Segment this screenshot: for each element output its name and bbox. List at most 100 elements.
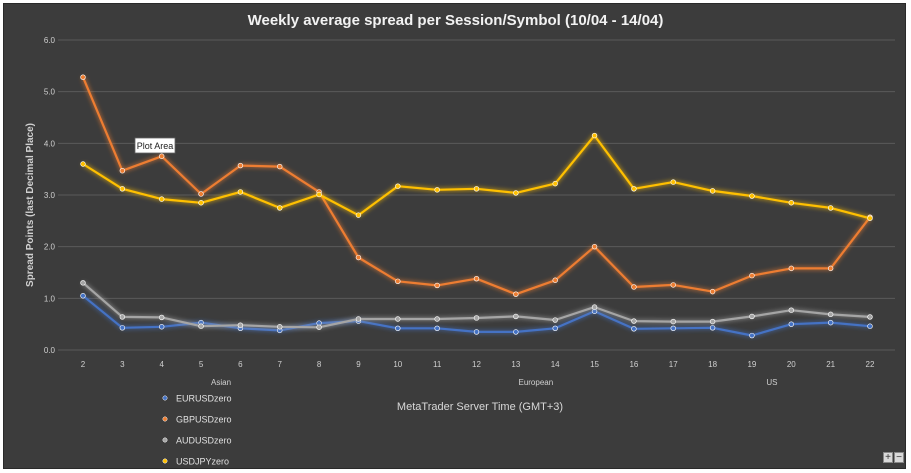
data-point — [631, 318, 637, 324]
data-point — [670, 325, 676, 331]
data-point — [395, 325, 401, 331]
data-point — [788, 265, 794, 272]
data-point — [237, 322, 244, 328]
data-point — [395, 278, 401, 284]
data-point — [355, 254, 362, 261]
data-point — [198, 323, 204, 329]
legend-label: USDJPYzero — [176, 457, 229, 467]
data-point — [709, 188, 716, 194]
data-point — [788, 307, 794, 313]
data-point — [80, 161, 86, 167]
data-point — [198, 200, 204, 206]
expand-button[interactable]: + — [883, 452, 893, 463]
data-point — [434, 325, 440, 331]
data-point — [119, 186, 126, 192]
tooltip-box — [134, 137, 176, 154]
data-point — [709, 288, 716, 295]
x-tick-label: 18 — [708, 360, 717, 369]
y-tick-label: 4.0 — [44, 139, 56, 148]
data-point — [355, 212, 362, 218]
data-point — [670, 282, 676, 288]
legend-label: GBPUSDzero — [176, 415, 232, 425]
y-tick-label: 5.0 — [44, 88, 56, 97]
data-point — [552, 277, 558, 283]
data-point — [867, 314, 873, 320]
data-point — [277, 163, 283, 170]
legend-label: EURUSDzero — [176, 394, 232, 404]
data-point — [552, 317, 558, 323]
data-point — [159, 153, 165, 159]
data-point — [670, 318, 676, 325]
x-tick-label: 17 — [669, 360, 678, 369]
y-axis-label: Spread Points (last Decimal Place) — [25, 123, 36, 287]
x-tick-labels: 2 3 4 5 6 7 8 9 10 11 12 13 14 15 16 17 18 19 20 21 22 — [81, 360, 875, 369]
plot-area-tooltip: Plot Area — [134, 137, 176, 154]
tooltip-text: Plot Area — [137, 141, 174, 151]
data-point — [434, 316, 440, 322]
x-tick-label: 19 — [747, 360, 756, 369]
legend-marker — [162, 395, 168, 401]
data-point — [395, 316, 401, 322]
data-point — [513, 313, 519, 320]
x-tick-label: 12 — [472, 360, 481, 369]
data-point — [159, 196, 165, 202]
x-tick-label: 9 — [356, 360, 361, 369]
data-point — [749, 313, 755, 320]
data-point — [119, 314, 126, 320]
x-tick-label: 14 — [551, 360, 560, 369]
y-tick-label: 3.0 — [44, 191, 56, 200]
x-tick-label: 5 — [199, 360, 204, 369]
y-tick-labels: 0.0 1.0 2.0 3.0 4.0 5.0 6.0 — [44, 36, 56, 355]
data-point — [749, 332, 755, 339]
data-point — [119, 325, 126, 331]
data-point — [395, 183, 401, 189]
session-label: US — [766, 378, 777, 387]
data-point — [237, 162, 244, 169]
data-point — [867, 323, 873, 329]
data-point — [473, 186, 480, 192]
data-point — [631, 186, 637, 192]
series-gbpusdzero — [80, 74, 873, 297]
data-point — [827, 265, 834, 272]
data-point — [552, 180, 558, 187]
data-point — [513, 329, 519, 335]
x-tick-label: 16 — [629, 360, 638, 369]
data-point — [473, 329, 480, 335]
data-point — [355, 316, 362, 322]
data-point — [749, 193, 755, 199]
data-point — [159, 314, 165, 321]
y-tick-label: 1.0 — [44, 294, 56, 303]
data-point — [237, 189, 244, 195]
data-point — [749, 272, 755, 279]
collapse-button[interactable]: − — [894, 452, 904, 463]
legend-marker — [162, 437, 168, 443]
data-point — [277, 205, 283, 211]
legend-item: EURUSDzero — [157, 394, 232, 404]
data-point — [513, 190, 519, 196]
data-point — [631, 326, 637, 332]
x-tick-label: 11 — [433, 360, 442, 369]
x-tick-label: 3 — [120, 360, 125, 369]
data-point — [709, 318, 716, 325]
data-point — [788, 200, 794, 206]
x-tick-label: 21 — [826, 360, 835, 369]
data-point — [827, 319, 834, 326]
series-lines — [80, 74, 873, 339]
x-axis-label: MetaTrader Server Time (GMT+3) — [397, 401, 563, 413]
y-tick-label: 0.0 — [44, 346, 56, 355]
x-tick-label: 13 — [511, 360, 520, 369]
x-tick-label: 4 — [159, 360, 164, 369]
data-point — [316, 324, 322, 330]
legend-marker — [162, 458, 168, 464]
chart-frame — [3, 3, 906, 469]
data-point — [277, 324, 283, 330]
data-point — [631, 284, 637, 290]
data-point — [513, 291, 519, 297]
legend-item: AUDUSDzero — [157, 436, 232, 446]
y-tick-label: 2.0 — [44, 243, 56, 252]
x-tick-label: 15 — [590, 360, 599, 369]
x-tick-label: 7 — [278, 360, 283, 369]
data-point — [867, 215, 873, 221]
x-tick-label: 20 — [787, 360, 796, 369]
